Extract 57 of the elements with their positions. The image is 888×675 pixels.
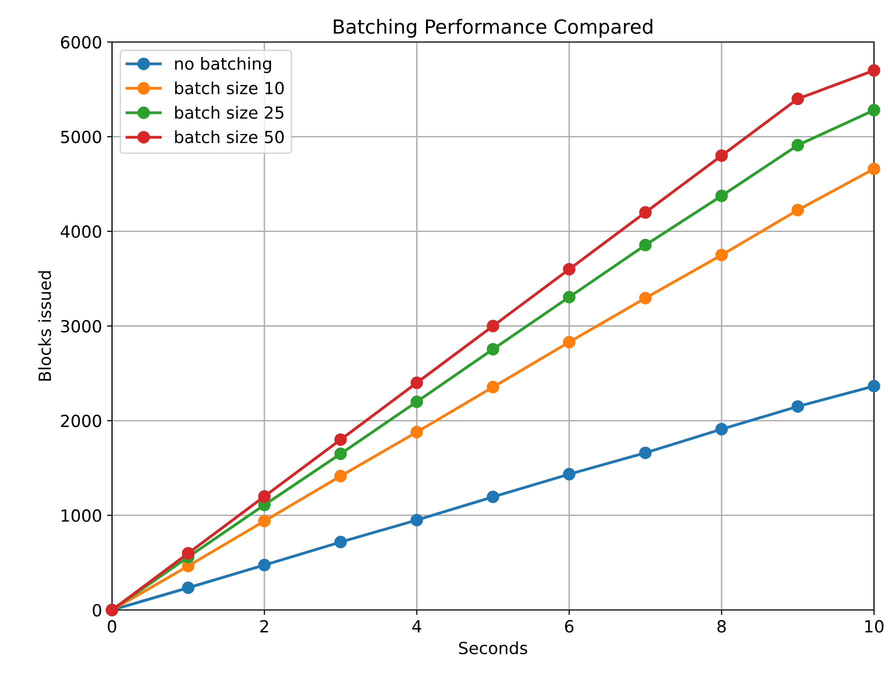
point bbox=[562, 468, 576, 480]
chart-title: Batching Performance Compared bbox=[334, 18, 652, 38]
point bbox=[410, 395, 424, 408]
x-tick-label: 8 bbox=[717, 620, 726, 633]
point bbox=[258, 514, 271, 528]
point bbox=[410, 514, 424, 526]
point bbox=[715, 422, 728, 436]
point bbox=[639, 206, 652, 219]
point bbox=[334, 448, 347, 460]
y-tick-label: 3000 bbox=[61, 320, 102, 333]
point bbox=[639, 446, 652, 460]
legend-label: batch size 10 bbox=[175, 81, 284, 94]
y-axis-title: Blocks issued bbox=[38, 271, 52, 381]
x-tick-label: 10 bbox=[865, 620, 884, 633]
point bbox=[868, 380, 880, 392]
point bbox=[258, 558, 271, 572]
y-tick-label: 6000 bbox=[61, 36, 102, 49]
x-tick-label: 6 bbox=[565, 620, 574, 633]
point bbox=[486, 490, 500, 504]
point bbox=[868, 162, 880, 176]
point bbox=[334, 433, 347, 446]
point bbox=[715, 248, 728, 262]
point bbox=[486, 380, 500, 394]
y-tick-label: 4000 bbox=[60, 225, 102, 238]
point bbox=[715, 190, 728, 202]
point bbox=[410, 426, 424, 438]
point bbox=[334, 470, 347, 482]
point bbox=[639, 238, 652, 252]
y-tick-label: 1000 bbox=[62, 509, 102, 522]
point bbox=[792, 138, 804, 152]
point bbox=[486, 342, 500, 356]
point bbox=[792, 204, 804, 216]
legend-label: no batching bbox=[175, 57, 272, 74]
point bbox=[486, 320, 500, 332]
point bbox=[258, 490, 271, 503]
point bbox=[182, 546, 194, 560]
point bbox=[182, 582, 194, 594]
x-tick-label: 0 bbox=[108, 620, 116, 633]
point bbox=[562, 336, 576, 348]
y-tick-label: 5000 bbox=[61, 130, 102, 144]
x-tick-label: 4 bbox=[412, 620, 422, 632]
point bbox=[562, 262, 576, 276]
point bbox=[639, 292, 652, 304]
point bbox=[868, 64, 880, 77]
point bbox=[410, 376, 424, 390]
legend-label: batch size 50 bbox=[175, 130, 284, 144]
point bbox=[715, 149, 728, 162]
point bbox=[562, 290, 576, 304]
y-tick-label: 0 bbox=[92, 604, 102, 617]
point bbox=[792, 92, 804, 106]
x-tick-label: 2 bbox=[260, 620, 268, 632]
point bbox=[334, 536, 347, 548]
y-tick-label: 2000 bbox=[61, 414, 102, 428]
legend-label: batch size 25 bbox=[175, 106, 284, 119]
x-axis-title: Seconds bbox=[459, 641, 528, 654]
point bbox=[792, 400, 804, 413]
point bbox=[868, 104, 880, 116]
